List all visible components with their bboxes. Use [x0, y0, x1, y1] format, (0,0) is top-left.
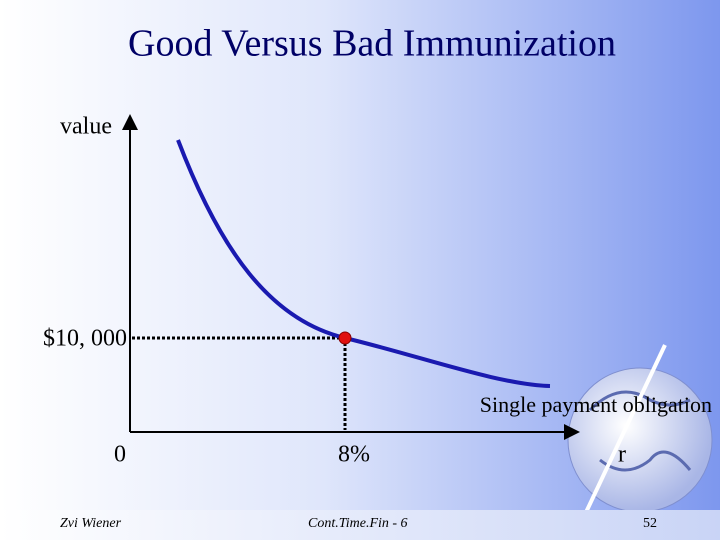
footer-bar	[0, 510, 720, 540]
footer-author: Zvi Wiener	[60, 516, 122, 531]
slide-title: Good Versus Bad Immunization	[128, 23, 616, 65]
axis-label: r	[618, 442, 626, 468]
origin-label: 0	[114, 442, 126, 468]
footer-course: Cont.Time.Fin - 6	[308, 516, 408, 531]
globe	[567, 344, 713, 526]
marker-label: 8%	[338, 442, 370, 468]
marker-label: $10, 000	[43, 326, 127, 352]
curve-label: Single payment obligation	[480, 392, 712, 417]
intersection-point	[338, 331, 352, 345]
axis-label: value	[60, 114, 112, 140]
page-number: 52	[643, 516, 657, 531]
